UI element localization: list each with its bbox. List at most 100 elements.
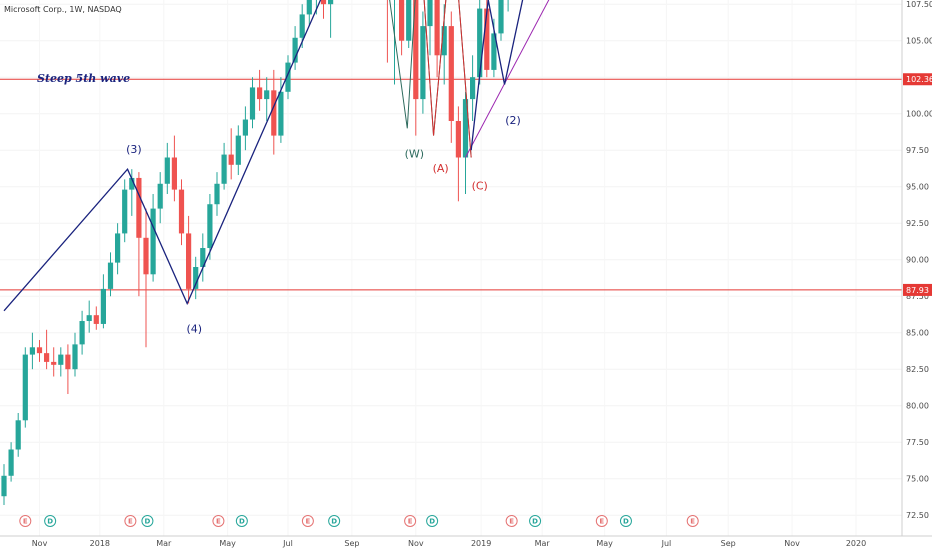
candle[interactable] xyxy=(278,77,284,143)
badge-letter: E xyxy=(23,518,28,526)
candle[interactable] xyxy=(498,0,504,41)
badge-letter: E xyxy=(599,518,604,526)
dividend-badge[interactable]: D xyxy=(141,515,154,527)
wave-label: (C) xyxy=(472,180,488,193)
candle[interactable] xyxy=(470,55,476,121)
earnings-badge[interactable]: E xyxy=(686,515,699,527)
candle[interactable] xyxy=(506,0,511,12)
candle[interactable] xyxy=(200,233,206,282)
candle[interactable] xyxy=(51,347,57,377)
candle[interactable] xyxy=(29,332,35,370)
badge-circle xyxy=(124,515,137,527)
candle[interactable] xyxy=(44,329,50,370)
candle[interactable] xyxy=(285,55,291,100)
candle[interactable] xyxy=(385,0,390,63)
candle-body xyxy=(249,87,256,120)
dividend-badge[interactable]: D xyxy=(529,515,542,527)
candle[interactable] xyxy=(115,223,121,275)
candle-body xyxy=(306,0,312,15)
dividend-badge[interactable]: D xyxy=(44,515,57,527)
earnings-badge[interactable]: E xyxy=(505,515,518,527)
badge-circle xyxy=(141,515,154,527)
candle[interactable] xyxy=(320,0,327,19)
candle-body xyxy=(8,449,14,476)
candles-layer[interactable] xyxy=(1,0,652,505)
candle[interactable] xyxy=(235,125,241,176)
candle[interactable] xyxy=(22,347,28,428)
candle[interactable] xyxy=(221,142,227,190)
candle[interactable] xyxy=(136,172,142,297)
candle[interactable] xyxy=(413,0,419,136)
candle[interactable] xyxy=(271,69,277,155)
candle[interactable] xyxy=(406,0,412,48)
candle[interactable] xyxy=(58,347,64,377)
candle[interactable] xyxy=(455,106,461,202)
candle[interactable] xyxy=(292,26,298,70)
dividend-badge[interactable]: D xyxy=(426,515,439,527)
price-axis-background[interactable] xyxy=(902,0,932,536)
candle[interactable] xyxy=(462,91,469,194)
earnings-badge[interactable]: E xyxy=(19,515,32,527)
dividend-badge[interactable]: D xyxy=(235,515,248,527)
candle[interactable] xyxy=(399,0,405,56)
candle[interactable] xyxy=(129,169,135,216)
candle[interactable] xyxy=(143,208,149,348)
candle[interactable] xyxy=(306,0,312,27)
y-tick-label: 100.00 xyxy=(906,110,932,119)
candle[interactable] xyxy=(207,194,213,260)
price-line-tag xyxy=(903,73,932,86)
candle-body xyxy=(328,0,334,5)
earnings-badge[interactable]: E xyxy=(212,515,225,527)
candle[interactable] xyxy=(427,0,433,56)
candle[interactable] xyxy=(392,0,397,85)
candle-body xyxy=(448,26,454,122)
earnings-badge[interactable]: E xyxy=(595,515,608,527)
candle[interactable] xyxy=(264,77,270,121)
candle[interactable] xyxy=(257,69,263,111)
candle[interactable] xyxy=(178,179,185,246)
time-axis-background[interactable] xyxy=(0,536,932,550)
dividend-badge[interactable]: D xyxy=(328,515,341,527)
candle[interactable] xyxy=(65,344,71,395)
candle[interactable] xyxy=(100,274,106,329)
candle[interactable] xyxy=(164,142,170,194)
earnings-badge[interactable]: E xyxy=(301,515,314,527)
candle[interactable] xyxy=(86,300,92,333)
candle[interactable] xyxy=(150,194,156,282)
candle[interactable] xyxy=(93,306,99,330)
candle[interactable] xyxy=(448,11,454,143)
candle[interactable] xyxy=(107,252,114,297)
candle[interactable] xyxy=(122,179,128,243)
dividend-badge[interactable]: D xyxy=(619,515,632,527)
candle[interactable] xyxy=(186,215,192,304)
candle[interactable] xyxy=(328,0,334,38)
candle[interactable] xyxy=(15,413,21,457)
wave-abc-line xyxy=(423,0,472,158)
candle-body xyxy=(477,8,483,78)
candle[interactable] xyxy=(242,106,248,151)
candle[interactable] xyxy=(1,464,7,505)
earnings-badge[interactable]: E xyxy=(124,515,137,527)
candle[interactable] xyxy=(228,128,234,180)
candle[interactable] xyxy=(157,172,163,224)
earnings-badge[interactable]: E xyxy=(404,515,417,527)
candle[interactable] xyxy=(249,77,256,129)
candle[interactable] xyxy=(8,442,14,482)
candle[interactable] xyxy=(420,11,426,114)
candle[interactable] xyxy=(79,310,85,355)
badge-letter: D xyxy=(331,518,337,526)
candle[interactable] xyxy=(214,172,220,216)
candle[interactable] xyxy=(36,340,43,362)
candle-body xyxy=(320,0,327,5)
candle[interactable] xyxy=(434,0,440,78)
candle[interactable] xyxy=(193,256,199,300)
candle-body xyxy=(79,321,85,345)
candle-body xyxy=(470,77,476,100)
candle[interactable] xyxy=(171,135,177,202)
candle-body xyxy=(15,420,21,450)
y-tick-label: 75.00 xyxy=(906,475,929,484)
candle[interactable] xyxy=(72,332,78,377)
